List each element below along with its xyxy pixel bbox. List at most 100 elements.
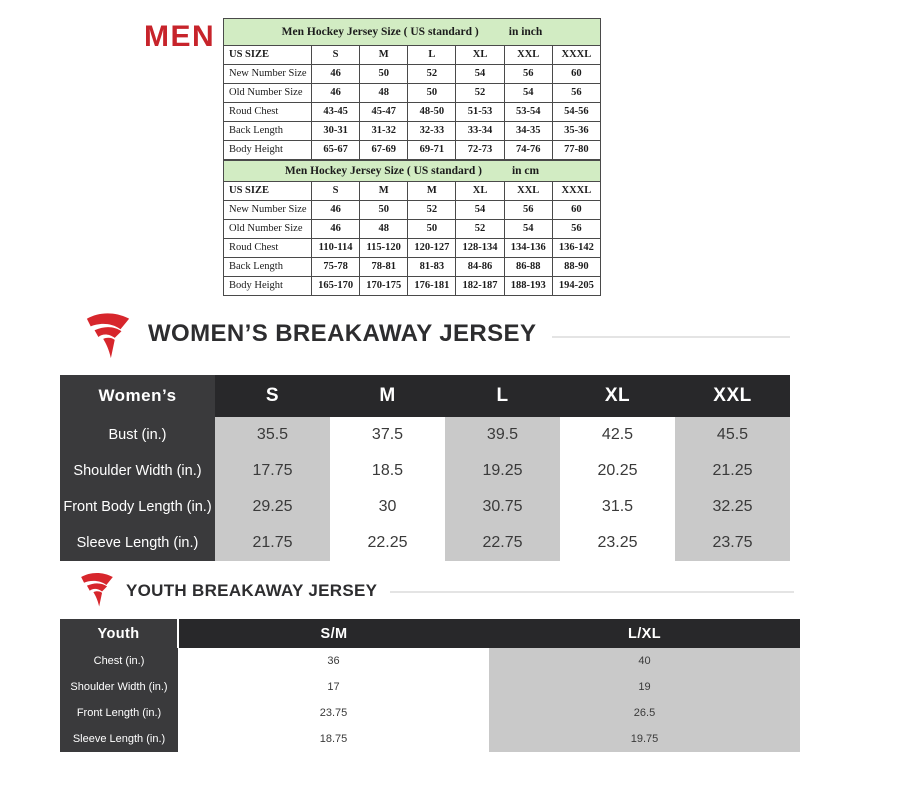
row-label: Roud Chest xyxy=(223,238,312,258)
cell-value: 30-31 xyxy=(310,121,361,141)
size-header: XL xyxy=(560,375,675,417)
cell-value: 37.5 xyxy=(330,417,445,453)
youth-section-title: YOUTH BREAKAWAY JERSEY xyxy=(126,581,378,600)
cell-value: 21.25 xyxy=(675,453,790,489)
corner-label: US SIZE xyxy=(223,45,312,65)
table-row: Roud Chest 110-114 115-120 120-127 128-1… xyxy=(223,238,602,258)
cell-value: 194-205 xyxy=(551,276,602,296)
cell-value: 128-134 xyxy=(455,238,505,258)
cell-value: 50 xyxy=(359,200,409,220)
youth-size-table: Youth S/M L/XL Chest (in.) 36 40 Shoulde… xyxy=(60,619,800,752)
divider-line xyxy=(552,336,790,338)
size-header-row: US SIZE S M L XL XXL XXXL xyxy=(223,45,602,65)
cell-value: 40 xyxy=(489,648,800,674)
cell-value: 31.5 xyxy=(560,489,675,525)
size-header: M xyxy=(359,45,409,65)
row-label: Front Body Length (in.) xyxy=(60,489,215,525)
cell-value: 46 xyxy=(310,83,361,103)
cell-value: 48-50 xyxy=(407,102,457,122)
cell-value: 86-88 xyxy=(503,257,553,277)
row-label: Back Length xyxy=(223,121,312,141)
cell-value: 36 xyxy=(327,655,340,667)
row-label: Shoulder Width (in.) xyxy=(60,674,178,700)
cell-value: 77-80 xyxy=(551,140,602,160)
table-row: Shoulder Width (in.) 17 19 xyxy=(60,674,800,700)
table-row: Old Number Size 46 48 50 52 54 56 xyxy=(223,219,602,239)
cell-value: 50 xyxy=(407,219,457,239)
cell-value: 48 xyxy=(359,83,409,103)
table-row: Front Length (in.) 23.75 26.5 xyxy=(60,700,800,726)
size-header: L xyxy=(407,45,457,65)
cell-value: 56 xyxy=(503,64,553,84)
row-label: Back Length xyxy=(223,257,312,277)
row-label: Front Length (in.) xyxy=(60,700,178,726)
table-row: Bust (in.) 35.5 37.5 39.5 42.5 45.5 xyxy=(60,417,790,453)
cell-value: 43-45 xyxy=(310,102,361,122)
row-label: Body Height xyxy=(223,140,312,160)
size-header: S xyxy=(310,45,361,65)
cell-value: 69-71 xyxy=(407,140,457,160)
cell-value: 75-78 xyxy=(310,257,361,277)
table-header-cell: Men Hockey Jersey Size ( US standard ) i… xyxy=(223,160,601,182)
men-size-table-inch: Men Hockey Jersey Size ( US standard ) i… xyxy=(223,18,602,160)
table-row: Back Length 75-78 78-81 81-83 84-86 86-8… xyxy=(223,257,602,277)
size-header: S/M xyxy=(178,619,489,648)
cell-value: 56 xyxy=(551,219,602,239)
size-header: L xyxy=(445,375,560,417)
cell-value: 23.75 xyxy=(675,525,790,561)
cell-value: 32.25 xyxy=(675,489,790,525)
table-row: New Number Size 46 50 52 54 56 60 xyxy=(223,200,602,220)
row-label: New Number Size xyxy=(223,200,312,220)
cell-value: 81-83 xyxy=(407,257,457,277)
corner-label: US SIZE xyxy=(223,181,312,201)
size-header-row: Youth S/M L/XL xyxy=(60,619,800,648)
table-row: New Number Size 46 50 52 54 56 60 xyxy=(223,64,602,84)
cell-value: 30 xyxy=(330,489,445,525)
cell-value: 54-56 xyxy=(551,102,602,122)
cell-value: 19 xyxy=(489,674,800,700)
size-header: L/XL xyxy=(489,619,800,648)
row-label: Chest (in.) xyxy=(60,648,178,674)
table-row: Front Body Length (in.) 29.25 30 30.75 3… xyxy=(60,489,790,525)
table-header-cell: Men Hockey Jersey Size ( US standard ) i… xyxy=(223,18,601,46)
cell-value: 20.25 xyxy=(560,453,675,489)
cell-value: 32-33 xyxy=(407,121,457,141)
cell-value: 54 xyxy=(455,64,505,84)
cell-value: 52 xyxy=(407,64,457,84)
size-header: XXXL xyxy=(551,181,602,201)
cell-value: 56 xyxy=(551,83,602,103)
table-unit: in inch xyxy=(508,25,543,38)
cell-value: 22.25 xyxy=(330,525,445,561)
size-header: XXL xyxy=(503,45,553,65)
cell-value: 48 xyxy=(359,219,409,239)
table-title: Men Hockey Jersey Size ( US standard ) xyxy=(281,25,479,38)
table-row: Body Height 165-170 170-175 176-181 182-… xyxy=(223,276,602,296)
cell-value: 23.75 xyxy=(319,707,348,719)
cell-value: 53-54 xyxy=(503,102,553,122)
men-tables: Men Hockey Jersey Size ( US standard ) i… xyxy=(223,18,602,296)
cell-value: 39.5 xyxy=(445,417,560,453)
size-header: M xyxy=(330,375,445,417)
row-label: Shoulder Width (in.) xyxy=(60,453,215,489)
cell-value: 50 xyxy=(359,64,409,84)
cell-value: 29.25 xyxy=(215,489,330,525)
divider-line xyxy=(390,591,794,593)
cell-value: 35.5 xyxy=(215,417,330,453)
cell-value: 84-86 xyxy=(455,257,505,277)
cell-value: 67-69 xyxy=(359,140,409,160)
cell-value: 31-32 xyxy=(359,121,409,141)
table-row: Body Height 65-67 67-69 69-71 72-73 74-7… xyxy=(223,140,602,160)
table-row: Sleeve Length (in.) 21.75 22.25 22.75 23… xyxy=(60,525,790,561)
cell-value: 33-34 xyxy=(455,121,505,141)
row-label: Body Height xyxy=(223,276,312,296)
size-header: S xyxy=(215,375,330,417)
size-header: M xyxy=(407,181,457,201)
cell-value: 19.25 xyxy=(445,453,560,489)
cell-value: 19.75 xyxy=(489,726,800,752)
men-size-table-cm: Men Hockey Jersey Size ( US standard ) i… xyxy=(223,160,602,296)
row-label: Sleeve Length (in.) xyxy=(60,726,178,752)
cell-value: 45-47 xyxy=(359,102,409,122)
row-label: Bust (in.) xyxy=(60,417,215,453)
cell-value: 74-76 xyxy=(503,140,553,160)
